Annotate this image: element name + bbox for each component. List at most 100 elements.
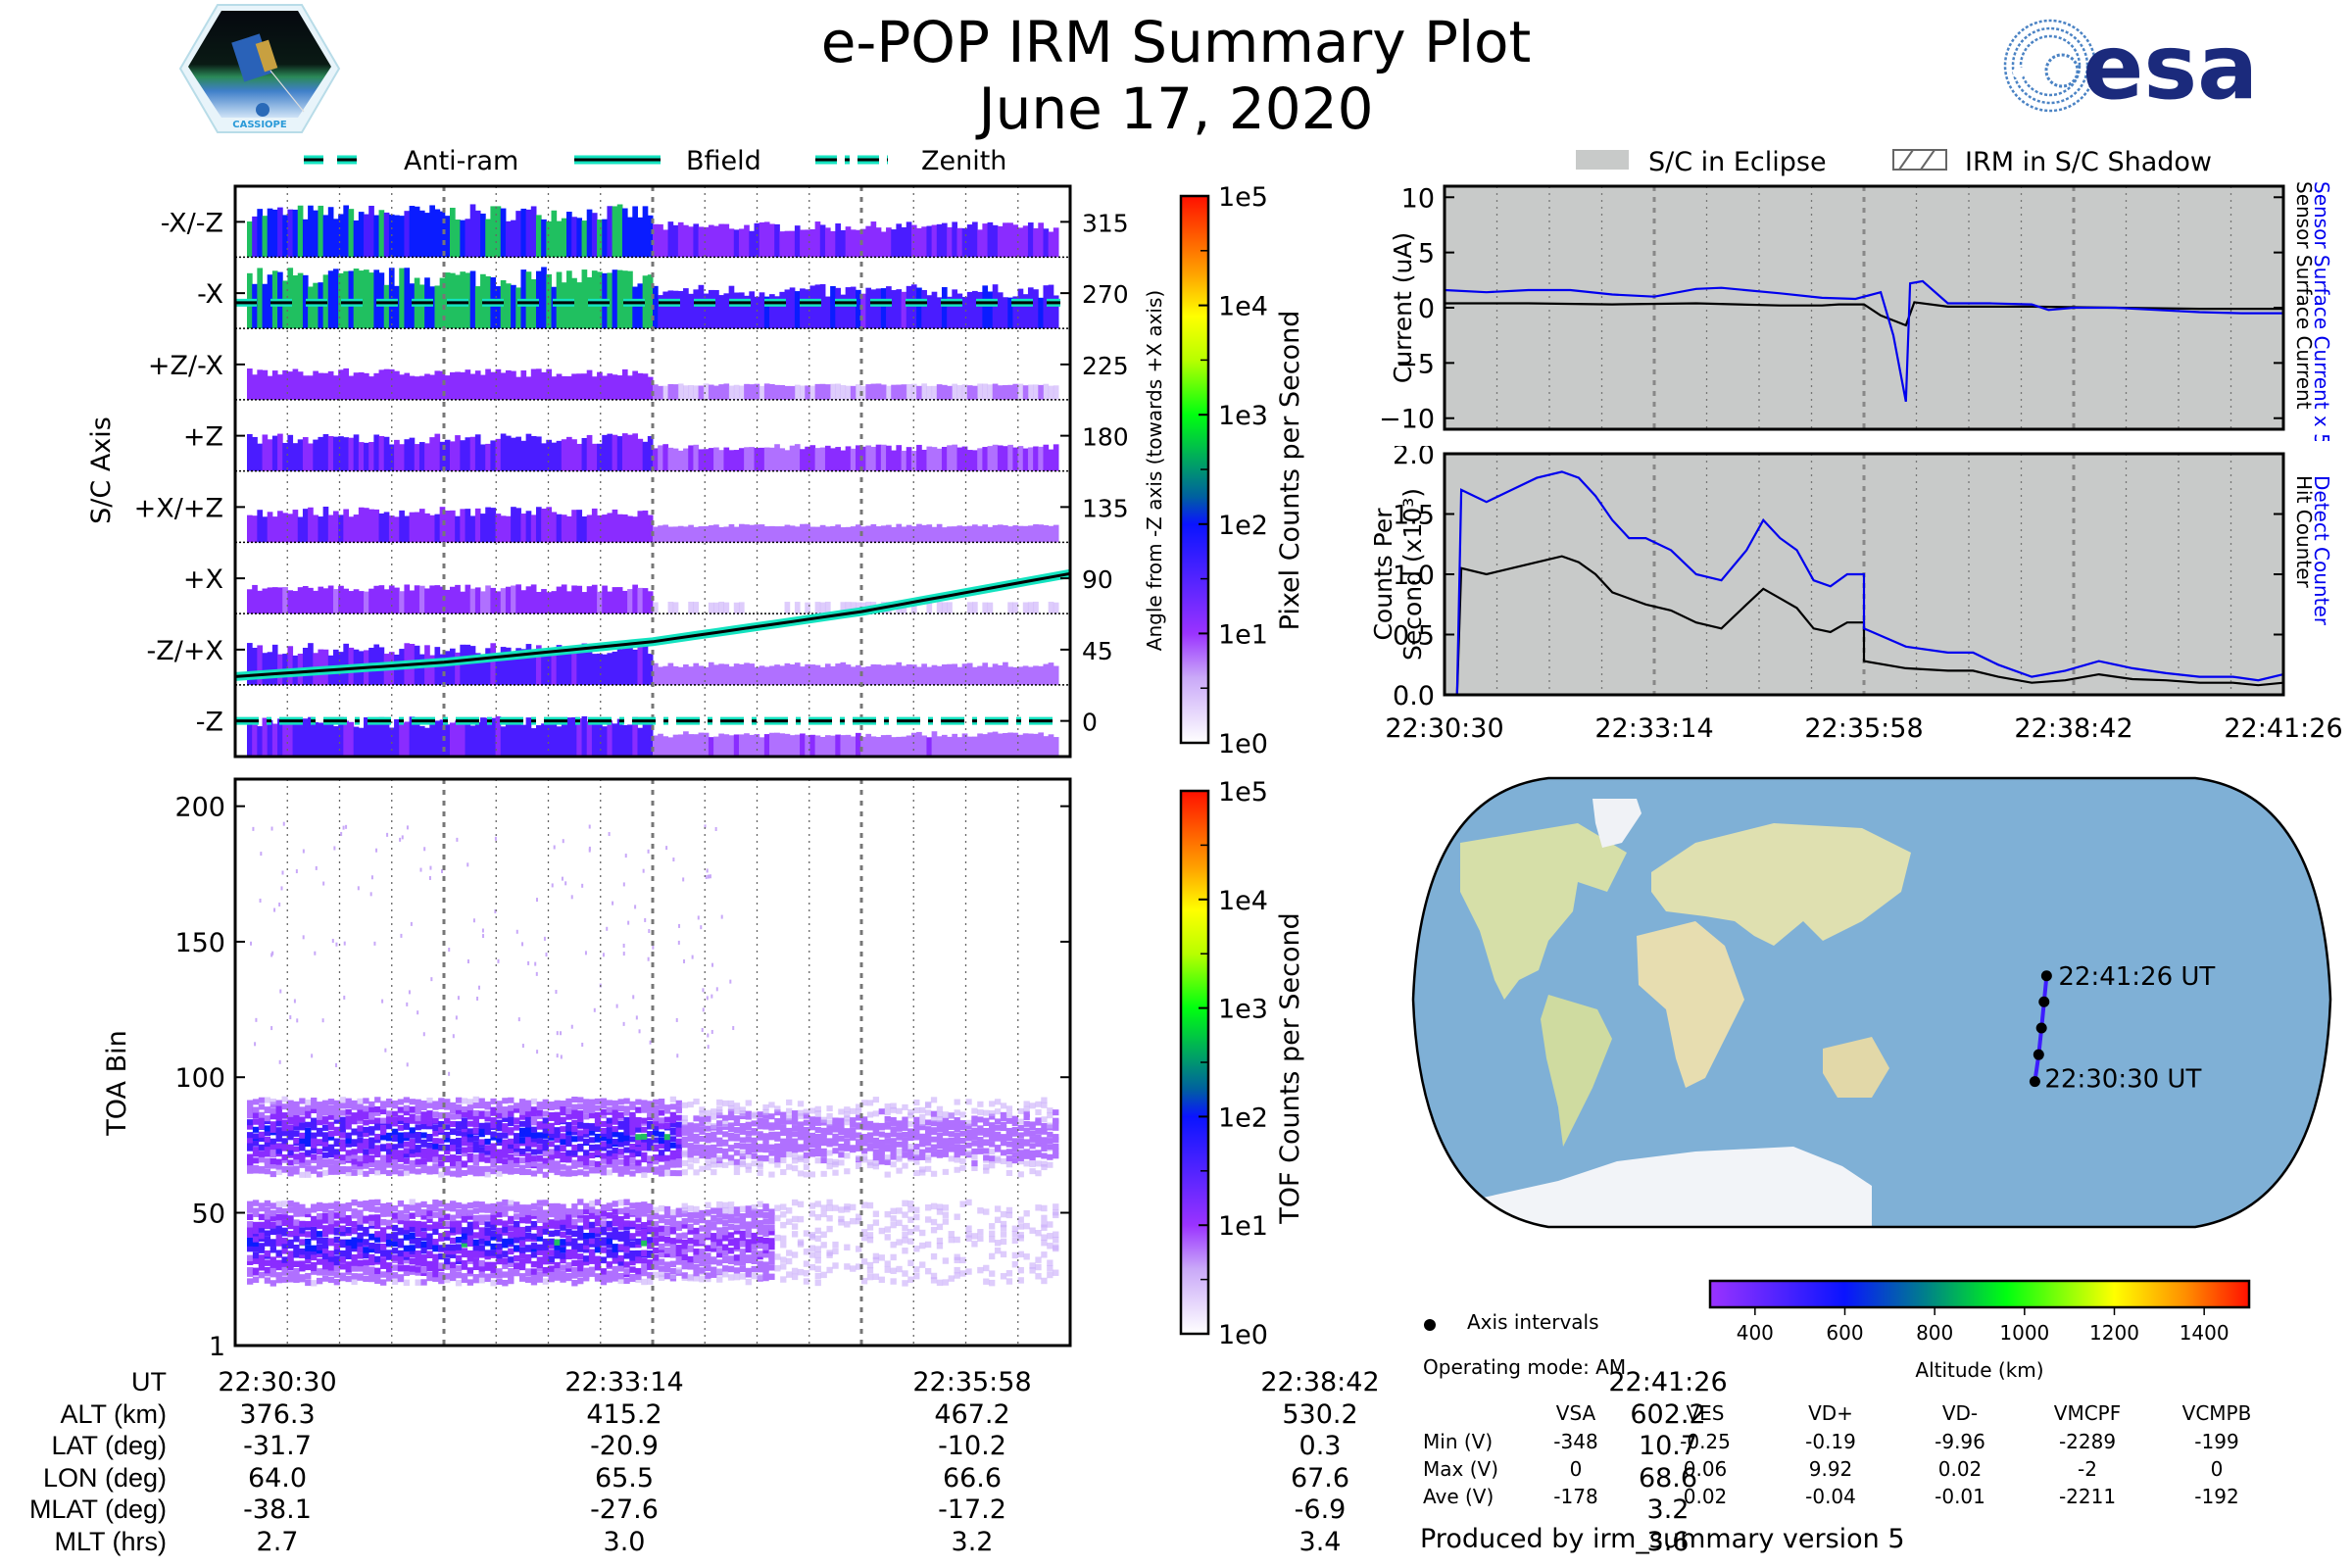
- toa-cell: [924, 1119, 932, 1126]
- toa-cell: [762, 1237, 769, 1245]
- pixel-cell: [688, 524, 694, 543]
- toa-cell: [518, 1226, 526, 1234]
- pixel-cell: [840, 384, 847, 400]
- toa-cell: [368, 1106, 375, 1113]
- pixel-cell: [647, 215, 654, 258]
- toa-cell: [258, 1259, 266, 1267]
- toa-cell: [681, 1243, 688, 1250]
- toa-cell: [768, 1250, 775, 1257]
- toa-cell: [727, 1207, 735, 1214]
- toa-cell: [287, 1100, 294, 1106]
- toa-cell: [1011, 1138, 1018, 1145]
- toa-cell: [281, 1237, 288, 1245]
- pixel-cell: [809, 734, 816, 757]
- toa-cell: [757, 1265, 763, 1273]
- pixel-cell: [429, 718, 435, 757]
- toa-cell: [780, 1138, 787, 1145]
- pixel-cell: [947, 602, 953, 614]
- toa-cell: [357, 1142, 364, 1149]
- toa-cell: [977, 1109, 984, 1116]
- pixel-cell: [414, 719, 420, 757]
- toa-cell: [751, 1237, 758, 1245]
- toa-cell: [647, 1111, 654, 1118]
- pixel-cell: [850, 602, 857, 614]
- toa-cell: [617, 1254, 624, 1262]
- toa-cell: [606, 1276, 612, 1283]
- toa-cell: [357, 1273, 364, 1280]
- toa-cell: [635, 1238, 642, 1246]
- toa-cell: [438, 1207, 445, 1215]
- toa-cell: [803, 1230, 810, 1237]
- toa-cell: [502, 1257, 509, 1265]
- toa-cell: [890, 1153, 897, 1160]
- pixel-cell: [718, 733, 724, 757]
- toa-cell: [954, 1138, 960, 1145]
- toa-cell: [745, 1267, 752, 1275]
- pixel-cell: [987, 602, 994, 614]
- toa-cell: [866, 1137, 874, 1144]
- toa-cell: [681, 1232, 688, 1239]
- toa-cell: [774, 1214, 781, 1222]
- toa-cell: [721, 1220, 729, 1227]
- toa-cell: [560, 1276, 566, 1283]
- toa-cell: [444, 1148, 451, 1154]
- toa-cell: [924, 1101, 932, 1107]
- pixel-cell: [418, 375, 425, 400]
- toa-cell: [583, 1272, 590, 1279]
- pixel-cell: [860, 446, 866, 471]
- toa-cell: [762, 1133, 769, 1140]
- toa-cell: [530, 1106, 538, 1113]
- toa-cell: [774, 1156, 781, 1163]
- pixel-cell: [789, 663, 796, 685]
- ephemeris-row-label: LON (deg): [42, 1462, 167, 1493]
- toa-cell: [444, 1145, 451, 1152]
- pixel-cell: [632, 370, 638, 400]
- toa-cell: [514, 1102, 520, 1109]
- pixel-cell: [683, 448, 689, 471]
- toa-cell: [502, 1205, 509, 1212]
- pixel-cell: [541, 589, 547, 614]
- toa-cell: [490, 1261, 497, 1269]
- toa-cell: [502, 1164, 509, 1171]
- toa-cell: [907, 1238, 914, 1245]
- toa-cell: [606, 1238, 612, 1245]
- pixel-cell: [749, 384, 755, 400]
- toa-cell: [890, 1267, 897, 1275]
- pixel-cell: [733, 229, 740, 258]
- toa-cell: [357, 1265, 364, 1272]
- toa-cell: [814, 1133, 821, 1140]
- toa-cell: [902, 1116, 908, 1123]
- toa-speck: [408, 990, 411, 995]
- pixel-cell: [541, 508, 547, 543]
- pixel-cell: [581, 715, 588, 757]
- pixel-cell: [450, 441, 456, 471]
- toa-cell: [270, 1261, 276, 1268]
- page-date: June 17, 2020: [978, 75, 1374, 142]
- toa-cell: [588, 1249, 596, 1255]
- toa-cell: [502, 1126, 509, 1133]
- pixel-cell: [870, 446, 877, 471]
- toa-cell: [351, 1227, 358, 1234]
- toa-cell: [380, 1257, 387, 1265]
- toa-cell: [385, 1233, 393, 1241]
- toa-cell: [455, 1244, 463, 1250]
- toa-cell: [252, 1240, 260, 1248]
- toa-cell: [971, 1127, 978, 1134]
- toa-cell: [994, 1205, 1002, 1212]
- toa-cell: [508, 1116, 514, 1123]
- pixel-cell: [784, 602, 791, 614]
- toa-cell: [699, 1238, 706, 1245]
- toa-cell: [954, 1213, 960, 1220]
- toa-cell: [351, 1118, 358, 1125]
- toa-cell: [275, 1272, 282, 1279]
- toa-cell: [305, 1279, 312, 1287]
- toa-cell: [339, 1145, 346, 1152]
- toa-cell: [374, 1145, 381, 1152]
- toa-cell: [948, 1155, 955, 1162]
- toa-cell: [368, 1154, 375, 1161]
- toa-cell: [629, 1258, 636, 1266]
- toa-cell: [270, 1280, 276, 1287]
- toa-cell: [606, 1212, 612, 1219]
- toa-cell: [571, 1112, 578, 1119]
- toa-cell: [299, 1274, 306, 1281]
